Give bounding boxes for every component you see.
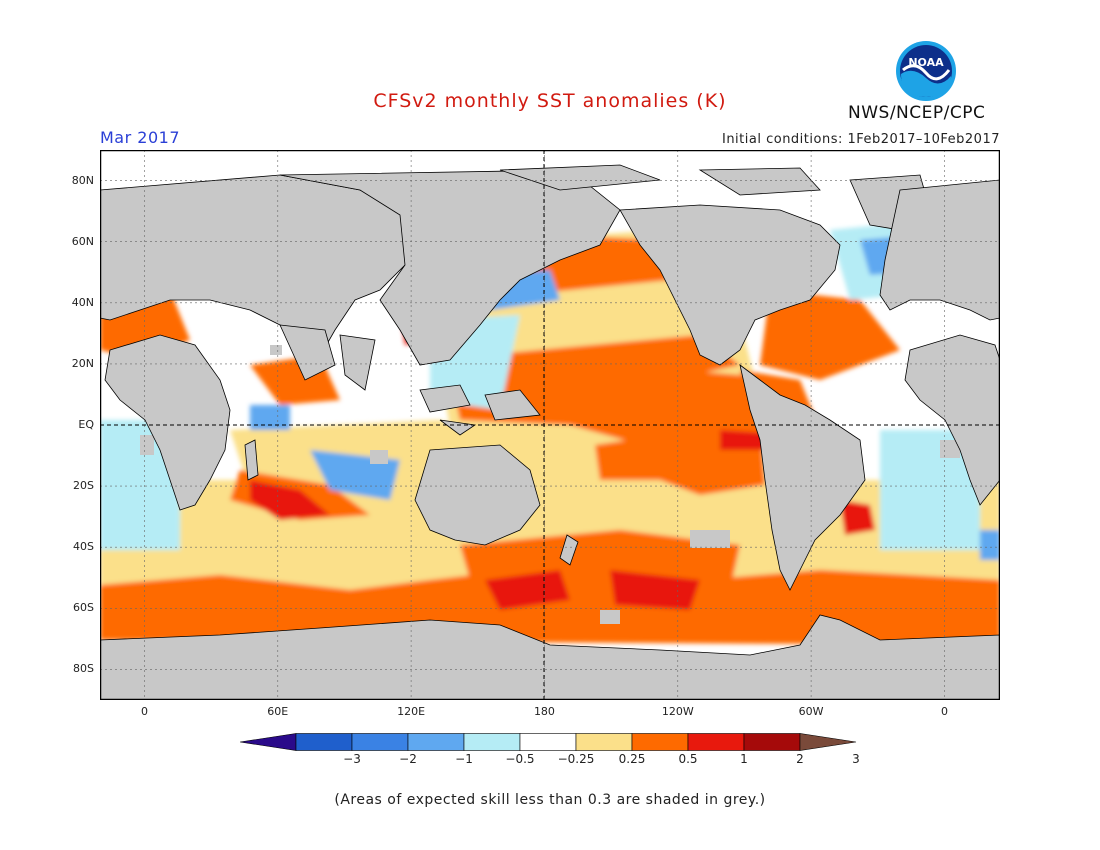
south-america-landmass <box>739 364 866 591</box>
colorbar-segment <box>351 733 409 751</box>
initial-conditions: Initial conditions: 1Feb2017–10Feb2017 <box>721 132 1000 147</box>
colorbar-tick-label: −2 <box>399 752 417 766</box>
skill-footnote: (Areas of expected skill less than 0.3 a… <box>334 792 766 808</box>
sst-anomaly-map <box>100 150 1000 700</box>
colorbar-segment <box>743 733 801 751</box>
colorbar-tick-label: 0.5 <box>678 752 698 766</box>
colorbar-tick-label: −0.25 <box>557 752 595 766</box>
forecast-month: Mar 2017 <box>100 128 180 147</box>
lon-tick-label: 0 <box>940 705 948 718</box>
australia-landmass <box>414 444 541 546</box>
colorbar-overflow-triangle <box>799 733 857 751</box>
colorbar-segment <box>407 733 465 751</box>
lat-tick-label: EQ <box>78 418 94 431</box>
lat-tick-label: 60S <box>73 601 94 615</box>
colorbar-tick-label: −0.5 <box>505 752 535 766</box>
colorbar-tick-label: 3 <box>852 752 860 766</box>
colorbar <box>240 733 857 751</box>
lon-tick-label: 120W <box>661 705 694 718</box>
colorbar-segment <box>631 733 689 751</box>
colorbar-tick-label: 2 <box>796 752 804 766</box>
land-masses <box>100 164 1000 700</box>
chart-title: CFSv2 monthly SST anomalies (K) <box>373 90 727 112</box>
lon-tick-label: 0 <box>140 705 148 718</box>
colorbar-tick-label: 0.25 <box>618 752 646 766</box>
asia-landmass <box>279 169 621 366</box>
arabia-landmass <box>279 324 336 381</box>
colorbar-tick-label: −1 <box>455 752 473 766</box>
lat-tick-label: 40S <box>73 540 94 554</box>
sst-anomaly-shading <box>100 200 1000 645</box>
lat-tick-label: 60N <box>71 234 94 248</box>
colorbar-segment <box>575 733 633 751</box>
map-border <box>100 150 1000 700</box>
colorbar-underflow-triangle <box>240 733 297 751</box>
lat-tick-label: 40N <box>71 295 94 309</box>
colorbar-tick-label: 1 <box>740 752 748 766</box>
lat-tick-label: 20S <box>73 479 94 493</box>
colorbar-tick-label: −3 <box>343 752 361 766</box>
lat-tick-label: 20N <box>71 356 94 370</box>
colorbar-segment <box>295 733 353 751</box>
agency-label: NWS/NCEP/CPC <box>848 103 986 123</box>
lat-tick-label: 80S <box>73 662 94 676</box>
lon-tick-label: 60W <box>798 705 824 718</box>
antarctica-landmass <box>100 614 1000 700</box>
lat-lon-grid <box>100 150 1000 700</box>
north-america-landmass <box>619 204 841 366</box>
colorbar-segment <box>463 733 521 751</box>
lon-tick-label: 180 <box>533 705 555 718</box>
india-landmass <box>339 334 376 391</box>
noaa-logo: NOAA <box>896 41 956 101</box>
lon-tick-label: 60E <box>267 705 289 718</box>
noaa-logo-text: NOAA <box>908 56 944 69</box>
lat-tick-label: 80N <box>71 173 94 187</box>
africa-landmass-repeat <box>879 179 1000 506</box>
lon-tick-label: 120E <box>397 705 426 718</box>
colorbar-segment <box>519 733 577 751</box>
colorbar-segment <box>687 733 745 751</box>
